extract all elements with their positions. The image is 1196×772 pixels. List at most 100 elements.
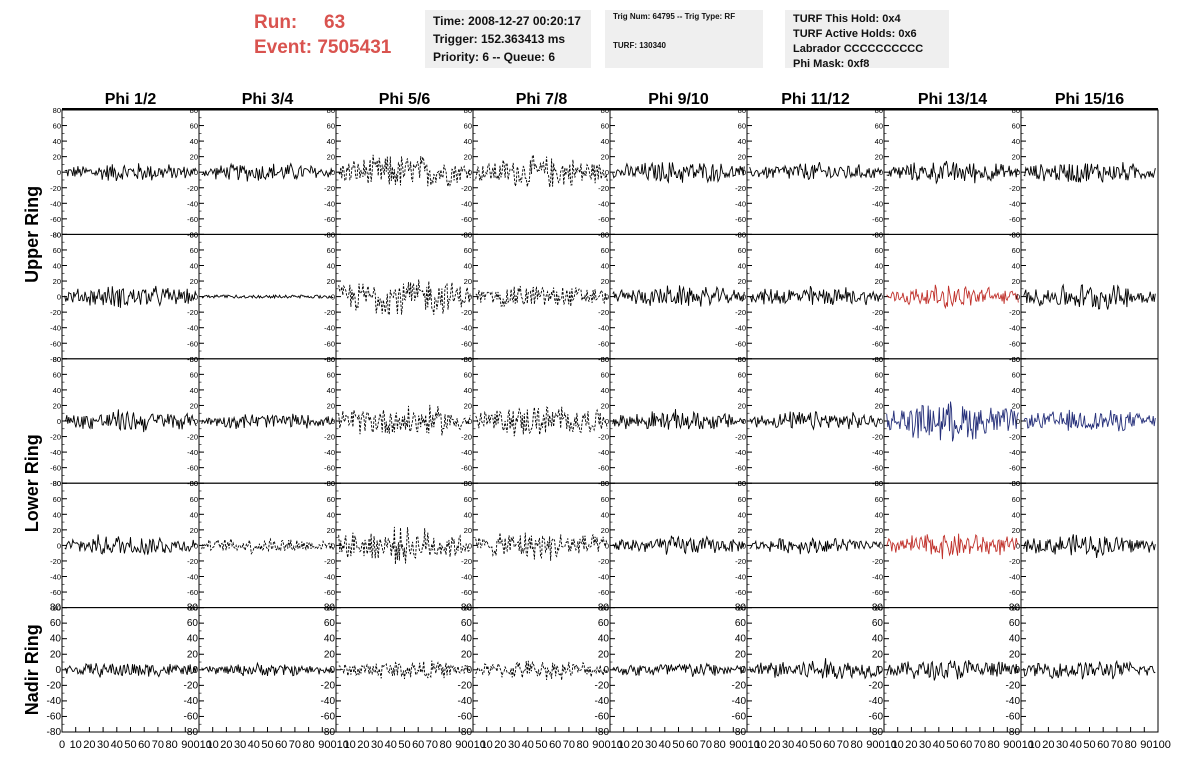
y-tick-label: 40 [738, 137, 746, 146]
y-tick-label: -80 [458, 727, 473, 738]
y-tick-label: -20 [458, 680, 473, 691]
y-tick-label: -60 [187, 339, 198, 348]
x-tick-label: 50 [261, 739, 273, 751]
x-tick-label: 90010 [592, 739, 623, 751]
y-tick-label: 80 [601, 106, 609, 115]
y-tick-label: 40 [738, 386, 746, 395]
x-tick-label: 20 [1042, 739, 1054, 751]
y-tick-label: -20 [595, 680, 610, 691]
y-tick-label: 40 [464, 510, 472, 519]
y-tick-label: 40 [601, 262, 609, 271]
y-tick-label: 60 [601, 495, 609, 504]
turf-active-holds-text: TURF Active Holds: 0x6 [793, 28, 917, 40]
y-tick-label: -60 [184, 711, 199, 722]
x-tick-label: 40 [111, 739, 123, 751]
x-tick-label: 30 [508, 739, 520, 751]
y-tick-label: 60 [1012, 122, 1020, 131]
y-tick-label: 80 [601, 230, 609, 239]
y-tick-label: 60 [461, 618, 473, 629]
y-tick-label: 20 [601, 526, 609, 535]
x-tick-label: 90010 [729, 739, 760, 751]
y-tick-label: 0 [194, 293, 198, 302]
y-tick-label: 60 [190, 122, 198, 131]
y-tick-label: -40 [324, 573, 335, 582]
y-tick-label: -20 [321, 680, 336, 691]
y-tick-label: -20 [732, 680, 747, 691]
y-tick-label: -20 [461, 184, 472, 193]
y-tick-label: -60 [1009, 339, 1020, 348]
run-value: 63 [324, 12, 346, 33]
x-tick-label: 80 [576, 739, 588, 751]
y-tick-label: 40 [53, 137, 61, 146]
y-tick-label: 40 [875, 137, 883, 146]
panel-frame [472, 358, 611, 484]
x-tick-label: 20 [631, 739, 643, 751]
x-tick-label: 60 [1097, 739, 1109, 751]
y-tick-label: 60 [327, 246, 335, 255]
y-tick-label: 80 [738, 106, 746, 115]
x-tick-label: 10 [755, 739, 767, 751]
y-tick-label: 80 [190, 106, 198, 115]
x-tick-label: 0 [59, 739, 65, 751]
y-tick-label: -20 [324, 557, 335, 566]
y-tick-label: 80 [53, 230, 61, 239]
y-tick-label: 40 [190, 262, 198, 271]
y-tick-label: -20 [1006, 680, 1021, 691]
x-tick-label: 30 [234, 739, 246, 751]
y-tick-label: -60 [872, 464, 883, 473]
y-tick-label: 20 [738, 153, 746, 162]
y-tick-label: 40 [327, 262, 335, 271]
y-tick-label: 40 [461, 634, 473, 645]
y-tick-label: 60 [327, 495, 335, 504]
y-tick-label: 40 [324, 634, 336, 645]
waveform-trace [64, 163, 197, 182]
waveform-trace [612, 535, 745, 555]
y-tick-label: 0 [468, 168, 472, 177]
y-tick-label: 40 [601, 137, 609, 146]
y-tick-label: -40 [735, 448, 746, 457]
x-tick-label: 70 [563, 739, 575, 751]
y-tick-label: -20 [184, 680, 199, 691]
waveform-trace [886, 401, 1019, 442]
y-tick-label: 40 [187, 634, 199, 645]
event-label: Event: [254, 37, 313, 58]
column-title-1: Phi 1/2 [105, 91, 157, 108]
y-tick-label: 60 [464, 370, 472, 379]
y-tick-label: 40 [738, 262, 746, 271]
y-tick-label: 60 [50, 618, 62, 629]
waveform-trace [338, 279, 471, 316]
y-tick-label: -60 [732, 711, 747, 722]
x-tick-label: 30 [645, 739, 657, 751]
x-tick-label: 90100 [1140, 739, 1171, 751]
time-info-box: Time: 2008-12-27 00:20:17 Trigger: 152.3… [425, 10, 591, 68]
y-tick-label: -20 [869, 680, 884, 691]
waveform-trace [338, 660, 471, 680]
y-tick-label: 40 [327, 510, 335, 519]
y-tick-label: 80 [1012, 106, 1020, 115]
x-tick-label: 40 [522, 739, 534, 751]
x-tick-label: 20 [357, 739, 369, 751]
y-tick-label: 60 [875, 370, 883, 379]
x-tick-label: 70 [426, 739, 438, 751]
x-tick-label: 50 [672, 739, 684, 751]
y-tick-label: -20 [50, 308, 61, 317]
y-tick-label: 40 [464, 262, 472, 271]
y-tick-label: 20 [738, 401, 746, 410]
y-tick-label: 0 [879, 417, 883, 426]
y-tick-label: -20 [735, 184, 746, 193]
y-tick-label: -20 [1009, 433, 1020, 442]
ring-label-3: Nadir Ring [22, 624, 42, 715]
y-tick-label: 40 [601, 386, 609, 395]
y-tick-label: -60 [187, 464, 198, 473]
y-tick-label: -60 [735, 588, 746, 597]
y-tick-label: 0 [742, 168, 746, 177]
y-tick-label: -20 [50, 557, 61, 566]
y-tick-label: -20 [872, 184, 883, 193]
y-tick-label: 40 [190, 510, 198, 519]
y-tick-label: 60 [327, 122, 335, 131]
y-tick-label: -20 [872, 433, 883, 442]
y-tick-label: 20 [324, 649, 336, 660]
y-tick-label: 80 [875, 355, 883, 364]
y-tick-label: 80 [601, 355, 609, 364]
